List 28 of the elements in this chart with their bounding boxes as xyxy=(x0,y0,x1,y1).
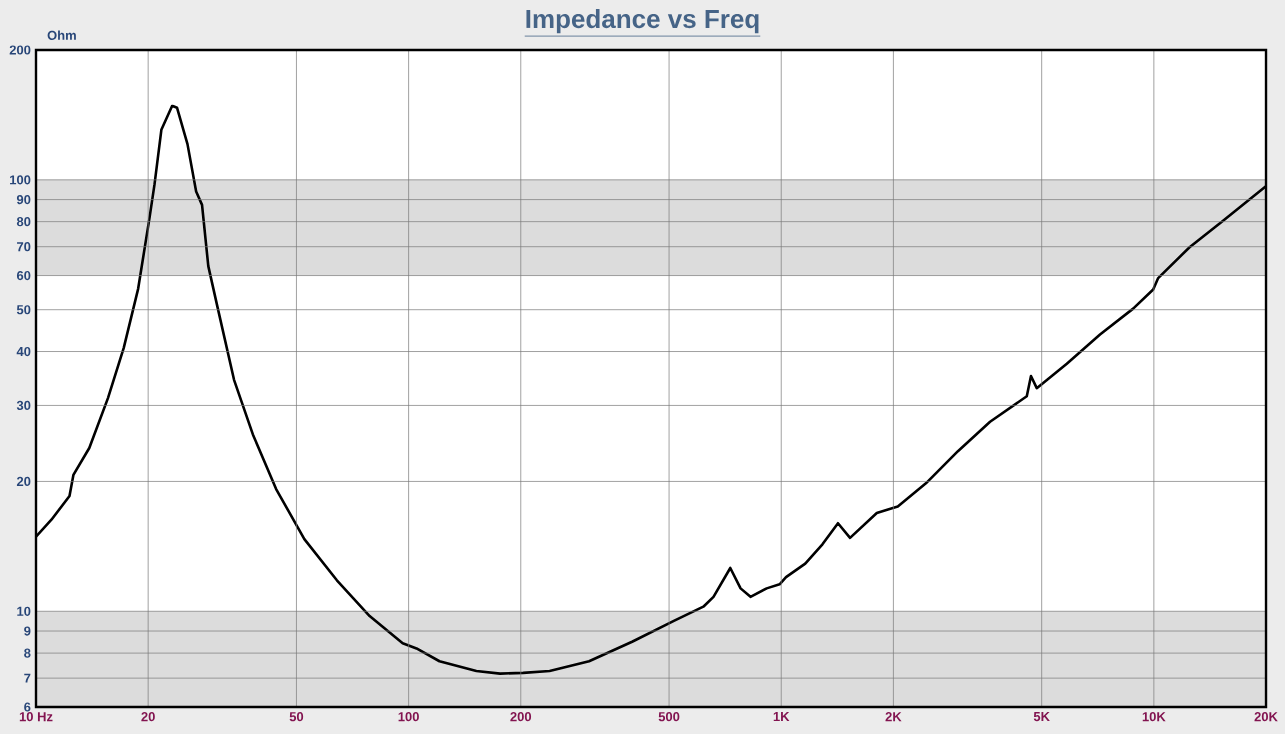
chart-title: Impedance vs Freq xyxy=(526,9,759,34)
x-tick-label: 5K xyxy=(1033,712,1050,722)
y-tick-label: 9 xyxy=(24,626,31,636)
y-tick-label: 20 xyxy=(16,476,31,487)
x-tick-label: 10 Hz xyxy=(19,712,53,722)
x-tick-label: 20K xyxy=(1254,712,1278,722)
y-tick-label: 200 xyxy=(9,45,31,55)
y-tick-label: 90 xyxy=(16,195,31,205)
y-tick-label: 30 xyxy=(16,400,31,411)
y-tick-label: 8 xyxy=(24,648,31,658)
y-tick-label: 50 xyxy=(16,305,31,315)
x-tick-label: 200 xyxy=(510,712,532,722)
y-tick-label: 40 xyxy=(16,346,31,357)
y-tick-label: 7 xyxy=(24,673,31,683)
y-tick-label: 10 xyxy=(17,606,31,616)
x-tick-label: 10K xyxy=(1142,712,1166,722)
x-tick-label: 1K xyxy=(773,712,790,722)
y-tick-label: 6 xyxy=(24,702,31,712)
x-tick-label: 100 xyxy=(398,712,419,722)
x-tick-label: 20 xyxy=(141,712,155,722)
y-tick-label: 80 xyxy=(16,217,31,227)
y-tick-label: 100 xyxy=(10,175,31,185)
y-tick-label: 70 xyxy=(17,242,31,252)
y-axis-title: Ohm xyxy=(47,30,76,40)
x-tick-label: 50 xyxy=(289,712,304,722)
x-tick-label: 500 xyxy=(658,712,680,722)
x-tick-label: 2K xyxy=(885,712,902,722)
y-tick-label: 60 xyxy=(16,270,31,281)
